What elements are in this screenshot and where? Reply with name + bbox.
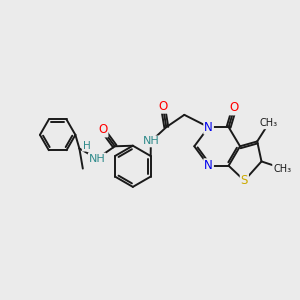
Text: H: H xyxy=(83,141,90,151)
Text: NH: NH xyxy=(89,154,106,164)
Text: S: S xyxy=(241,174,248,187)
Text: NH: NH xyxy=(142,136,159,146)
Text: CH₃: CH₃ xyxy=(273,164,291,174)
Text: O: O xyxy=(158,100,167,113)
Text: N: N xyxy=(204,121,213,134)
Text: CH₃: CH₃ xyxy=(260,118,278,128)
Text: N: N xyxy=(204,159,213,172)
Text: O: O xyxy=(230,101,239,115)
Text: O: O xyxy=(98,124,107,136)
